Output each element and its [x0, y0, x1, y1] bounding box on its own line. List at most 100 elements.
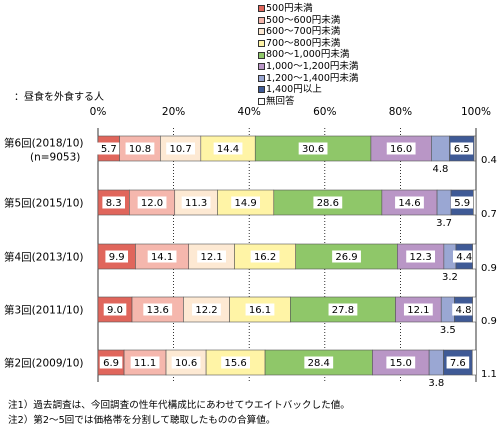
- legend-swatch: [258, 63, 265, 71]
- data-label-box: [105, 250, 129, 263]
- legend-item: 700～800円未満: [258, 38, 358, 50]
- legend-swatch: [258, 98, 265, 106]
- data-label: 4.4: [456, 252, 472, 263]
- data-label: 8.3: [106, 198, 122, 209]
- chart-notes: 注1）過去調査は、今回調査の性年代構成比にあわせてウエイトバックした値。 注2）…: [8, 398, 350, 428]
- data-label-box: [221, 356, 250, 369]
- legend-label: 800～1,000円未満: [266, 49, 350, 61]
- x-axis-ticks: 0% 20% 40% 60% 80% 100%: [90, 106, 491, 118]
- data-label: 3.2: [442, 272, 458, 283]
- data-label-box: [304, 356, 334, 369]
- data-label: 0.7: [481, 209, 497, 220]
- data-label: 9.0: [107, 305, 123, 316]
- bar-segment: [472, 243, 477, 270]
- data-label-box: [197, 250, 226, 263]
- data-label-box: [245, 303, 275, 316]
- bar-segment: [436, 189, 452, 216]
- row-label: 第2回(2009/10): [4, 357, 84, 370]
- data-label-box: [450, 196, 474, 209]
- data-label: 10.6: [175, 358, 197, 369]
- legend-swatch: [258, 28, 265, 36]
- row-label: 第5回(2015/10): [4, 197, 84, 210]
- legend-label: 700～800円未満: [266, 37, 341, 49]
- data-label: 14.1: [151, 252, 173, 263]
- x-tick-label: 100%: [461, 106, 491, 118]
- data-label: 16.2: [254, 252, 276, 263]
- chart-subtitle: ：昼食を外食する人: [14, 92, 104, 103]
- legend-swatch: [258, 40, 265, 48]
- legend-item: 1,000～1,200円未満: [258, 61, 358, 73]
- data-label: 12.3: [409, 252, 431, 263]
- data-label-box: [395, 196, 424, 209]
- data-label: 10.8: [129, 144, 151, 155]
- bar-row: 第5回(2015/10) 8.3 12.0 11.3 14.9 28.6 14.6 3.75.…: [4, 189, 497, 229]
- legend-item: 600～700円未満: [258, 26, 358, 38]
- data-label-box: [103, 303, 127, 316]
- note-1: 注1）過去調査は、今回調査の性年代構成比にあわせてウエイトバックした値。: [8, 400, 350, 411]
- bar-row: 第3回(2011/10) 9.0 13.6 12.2 16.1 27.8 12.1 3.54.…: [4, 296, 497, 336]
- bar-segment: [431, 135, 450, 162]
- data-label-box: [97, 142, 121, 155]
- bar-segment: [473, 189, 477, 216]
- bar-segment: [471, 349, 477, 376]
- data-label: 14.9: [234, 198, 256, 209]
- data-label-box: [99, 356, 123, 369]
- data-label: 0.9: [481, 316, 497, 327]
- data-label: 28.6: [317, 198, 339, 209]
- legend-label: 1,000～1,200円未満: [266, 60, 359, 72]
- legend-swatch: [258, 86, 265, 94]
- bar-segment: [97, 296, 133, 323]
- data-label-box: [406, 250, 436, 263]
- row-label: 第6回(2018/10): [4, 137, 84, 150]
- legend-item: 1,200～1,400円未満: [258, 73, 358, 85]
- data-label: 11.1: [134, 358, 156, 369]
- data-label-box: [386, 356, 416, 369]
- x-tick-label: 20%: [162, 106, 185, 118]
- data-label: 6.5: [454, 144, 470, 155]
- legend-label: 1,200～1,400円未満: [266, 72, 359, 84]
- data-label-box: [403, 303, 433, 316]
- data-label: 7.6: [450, 358, 466, 369]
- data-label: 3.8: [428, 378, 444, 389]
- data-label-box: [181, 196, 211, 209]
- data-label: 26.9: [335, 252, 357, 263]
- data-label: 1.1: [481, 369, 497, 380]
- data-label: 6.9: [103, 358, 119, 369]
- data-label-box: [102, 196, 125, 209]
- data-label: 4.8: [433, 164, 449, 175]
- data-label: 15.6: [224, 358, 246, 369]
- data-label: 15.0: [390, 358, 412, 369]
- data-label: 13.6: [147, 305, 169, 316]
- data-label-box: [171, 356, 201, 369]
- data-label-box: [328, 303, 358, 316]
- bar-row: 第6回(2018/10) (n=9053) 5.7 10.8 10.7 14.4 30.6 1…: [4, 135, 497, 175]
- legend-item: 800～1,000円未満: [258, 49, 358, 61]
- row-label: 第3回(2011/10): [4, 304, 84, 317]
- data-label-box: [452, 250, 476, 263]
- x-tick-label: 0%: [90, 106, 107, 118]
- note-2: 注2）第2～5回では価格帯を分割して聴取したものの合算値。: [8, 415, 276, 426]
- bar-row: 第4回(2013/10) 9.9 14.1 12.1 16.2 26.9 12.3 3.2 4.…: [4, 243, 497, 283]
- legend-item: 1,400円以上: [258, 84, 358, 96]
- data-label-box: [125, 142, 155, 155]
- x-tick-label: 40%: [238, 106, 261, 118]
- data-label: 12.1: [200, 252, 222, 263]
- data-label: 16.1: [249, 305, 271, 316]
- bar-row: 第2回(2009/10) 6.9 11.1 10.6 15.6 28.4 15.0 3.8 7.…: [4, 349, 497, 389]
- legend-item: 500～600円未満: [258, 15, 358, 27]
- data-label-box: [298, 142, 328, 155]
- legend-item: 500円未満: [258, 3, 358, 15]
- data-label: 3.5: [440, 325, 456, 336]
- data-label: 11.3: [185, 198, 207, 209]
- legend-label: 600～700円未満: [266, 26, 341, 38]
- legend-item: 無回答: [258, 96, 358, 108]
- data-label-box: [166, 142, 195, 155]
- data-label: 9.9: [109, 252, 125, 263]
- data-label: 3.7: [436, 218, 452, 229]
- data-label-box: [137, 196, 167, 209]
- legend-label: 500～600円未満: [266, 14, 341, 26]
- data-label: 16.0: [390, 144, 412, 155]
- x-tick-label: 80%: [389, 106, 412, 118]
- x-tick-label: 60%: [313, 106, 336, 118]
